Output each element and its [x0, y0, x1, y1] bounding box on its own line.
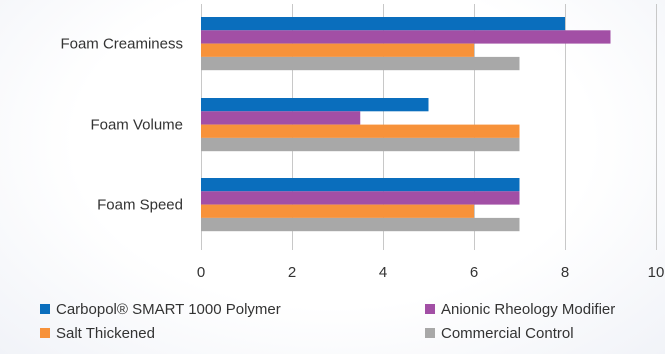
- category-label-2: Foam Speed: [97, 197, 183, 214]
- bars: [201, 17, 611, 232]
- legend-swatch-anionic: [425, 304, 435, 314]
- legend-item-carbopol: Carbopol® SMART 1000 Polymer: [40, 298, 281, 320]
- bar-1-1: [201, 111, 361, 125]
- x-axis-tick-labels: 0 2 4 6 8 10: [197, 264, 665, 281]
- legend-label-control: Commercial Control: [441, 324, 574, 342]
- bar-chart: Foam Creaminess Foam Volume Foam Speed 0 2 4…: [60, 4, 665, 281]
- bar-1-3: [201, 137, 520, 152]
- category-label-0: Foam Creaminess: [60, 36, 183, 53]
- x-tick-label-2: 4: [379, 264, 387, 281]
- legend-item-salt: Salt Thickened: [40, 322, 155, 344]
- legend-label-salt: Salt Thickened: [56, 324, 155, 342]
- bar-0-1: [201, 30, 611, 44]
- category-labels: Foam Creaminess Foam Volume Foam Speed: [60, 36, 183, 214]
- bar-0-0: [201, 17, 565, 31]
- legend-item-anionic: Anionic Rheology Modifier: [425, 298, 615, 320]
- legend-swatch-salt: [40, 328, 50, 338]
- x-tick-label-1: 2: [288, 264, 296, 281]
- legend: Carbopol® SMART 1000 Polymer Anionic Rhe…: [0, 296, 665, 354]
- bar-2-3: [201, 217, 520, 232]
- bar-1-0: [201, 98, 429, 112]
- x-tick-label-0: 0: [197, 264, 205, 281]
- bar-2-1: [201, 191, 520, 205]
- bar-1-2: [201, 124, 520, 138]
- bar-0-2: [201, 43, 474, 57]
- legend-label-anionic: Anionic Rheology Modifier: [441, 300, 616, 318]
- legend-swatch-carbopol: [40, 304, 50, 314]
- legend-label-carbopol: Carbopol® SMART 1000 Polymer: [56, 300, 281, 318]
- x-tick-label-4: 8: [561, 264, 569, 281]
- bar-2-2: [201, 204, 474, 218]
- category-label-1: Foam Volume: [90, 117, 183, 134]
- x-tick-label-3: 6: [470, 264, 478, 281]
- bar-0-3: [201, 56, 520, 71]
- legend-item-control: Commercial Control: [425, 322, 574, 344]
- legend-swatch-control: [425, 328, 435, 338]
- x-tick-label-5: 10: [648, 264, 665, 281]
- bar-2-0: [201, 178, 520, 192]
